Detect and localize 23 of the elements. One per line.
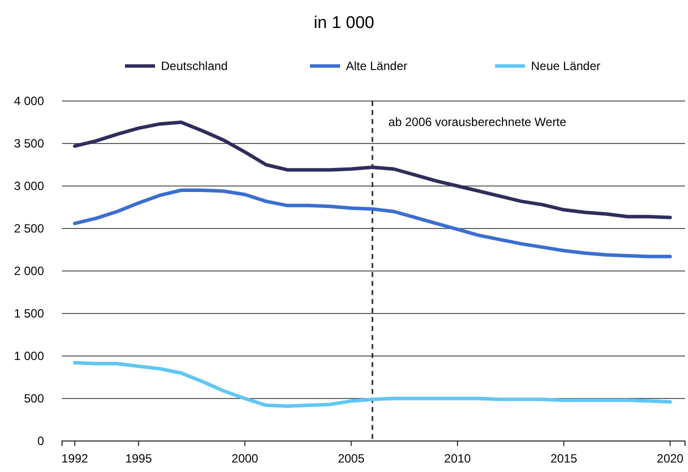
y-tick-label: 1 500 bbox=[14, 306, 44, 320]
chart-title: in 1 000 bbox=[314, 13, 374, 32]
y-tick-label: 2 500 bbox=[14, 221, 44, 236]
legend-label: Alte Länder bbox=[346, 59, 408, 73]
y-tick-label: 500 bbox=[24, 391, 44, 406]
y-tick-label: 4 000 bbox=[14, 94, 44, 108]
y-tick-label: 3 000 bbox=[14, 178, 44, 193]
x-tick-label: 2005 bbox=[338, 452, 365, 466]
y-tick-label: 3 500 bbox=[14, 136, 44, 150]
y-tick-label: 0 bbox=[37, 434, 44, 448]
y-tick-label: 2 000 bbox=[14, 264, 44, 278]
x-tick-label: 1992 bbox=[61, 452, 88, 466]
legend-label: Deutschland bbox=[161, 59, 228, 73]
line-series bbox=[73, 361, 672, 408]
x-tick-label: 2020 bbox=[656, 452, 684, 466]
x-tick-label: 2010 bbox=[444, 452, 472, 466]
legend-label: Neue Länder bbox=[531, 59, 600, 73]
line-series bbox=[73, 188, 672, 258]
x-tick-label: 2015 bbox=[550, 452, 578, 466]
x-tick-label: 1995 bbox=[125, 452, 152, 466]
y-tick-label: 1 000 bbox=[14, 348, 44, 363]
ref-line-label: ab 2006 vorausberechnete Werte bbox=[388, 115, 567, 129]
x-tick-label: 2000 bbox=[232, 452, 259, 466]
